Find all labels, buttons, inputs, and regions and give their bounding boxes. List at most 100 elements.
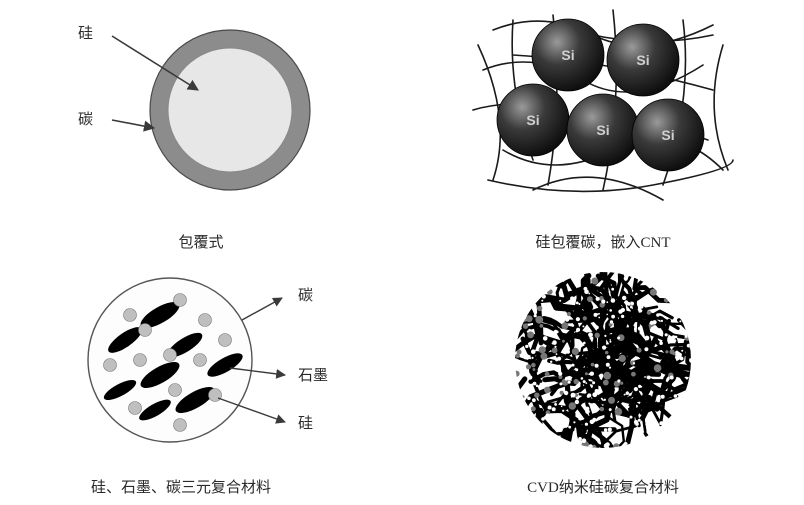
cvd-speckle	[576, 317, 580, 321]
si-sphere-label: Si	[661, 127, 674, 143]
cvd-branch	[471, 410, 541, 450]
cvd-speckle	[516, 367, 520, 371]
cvd-gray-node	[672, 352, 675, 355]
cvd-speckle	[587, 395, 590, 398]
cvd-speckle	[581, 377, 584, 380]
si-sphere-label: Si	[561, 47, 574, 63]
cvd-speckle	[525, 345, 528, 348]
cvd-speckle	[621, 315, 624, 318]
cvd-gray-node	[535, 316, 543, 324]
cvd-speckle	[630, 306, 633, 309]
cvd-branch	[480, 379, 524, 434]
cvd-speckle	[606, 314, 608, 316]
cvd-gray-node	[522, 395, 525, 398]
cvd-speckle	[558, 372, 562, 376]
cvd-speckle	[611, 288, 614, 291]
cvd-speckle	[556, 331, 559, 334]
cvd-speckle	[674, 394, 678, 398]
cvd-speckle	[619, 418, 622, 421]
cvd-speckle	[671, 335, 675, 339]
cvd-speckle	[663, 296, 665, 298]
cvd-speckle	[588, 403, 590, 405]
cvd-speckle	[687, 344, 691, 348]
cvd-speckle	[635, 422, 639, 426]
cvd-gray-node	[585, 372, 588, 375]
cvd-speckle	[617, 337, 620, 340]
cvd-speckle	[541, 417, 545, 421]
cvd-speckle	[624, 442, 628, 446]
cvd-speckle	[608, 428, 612, 432]
caption-3: 硅、石墨、碳三元复合材料	[0, 476, 382, 497]
cvd-speckle	[576, 397, 579, 400]
cvd-gray-node	[540, 324, 544, 328]
cvd-speckle	[647, 376, 651, 380]
cvd-speckle	[546, 414, 550, 418]
si-spheres: SiSiSiSiSi	[497, 19, 704, 171]
cvd-speckle	[588, 332, 593, 337]
cvd-speckle	[532, 398, 536, 402]
cvd-speckle	[528, 375, 532, 379]
cvd-gray-node	[647, 310, 651, 314]
cvd-speckle	[585, 382, 587, 384]
cvd-speckle	[634, 387, 638, 391]
cvd-speckle	[561, 406, 563, 408]
cvd-gray-node	[591, 363, 595, 367]
cvd-speckle	[640, 305, 644, 309]
cvd-speckle	[531, 357, 533, 359]
cvd-speckle	[596, 297, 600, 301]
cvd-speckle	[578, 417, 581, 420]
cvd-speckle	[544, 308, 547, 311]
cvd-gray-node	[587, 296, 593, 302]
cvd-speckle	[552, 407, 556, 411]
cvd-gray-node	[569, 402, 576, 409]
cvd-speckle	[559, 382, 562, 385]
cvd-branch	[485, 410, 535, 463]
cvd-gray-node	[532, 368, 535, 371]
cvd-gray-node	[605, 351, 608, 354]
cvd-speckle	[622, 296, 626, 300]
cvd-speckle	[652, 428, 656, 432]
cvd-gray-node	[665, 350, 668, 353]
label-graphite: 石墨	[298, 364, 328, 385]
cvd-gray-node	[613, 443, 619, 449]
cvd-speckle	[557, 315, 559, 317]
cvd-speckle	[542, 367, 544, 369]
cvd-gray-node	[527, 331, 534, 338]
cvd-speckle	[552, 340, 557, 345]
cvd-speckle	[556, 353, 558, 355]
cvd-speckle	[576, 302, 579, 305]
cvd-gray-node	[591, 278, 598, 285]
cvd-speckle	[645, 423, 647, 425]
cvd-speckle	[592, 392, 597, 397]
si-dot	[134, 354, 147, 367]
cvd-speckle	[665, 333, 668, 336]
si-dot	[174, 419, 187, 432]
cvd-gray-node	[572, 348, 579, 355]
cvd-speckle	[630, 416, 633, 419]
cvd-speckle	[573, 421, 575, 423]
cvd-gray-node	[552, 348, 558, 354]
cvd-gray-node	[664, 298, 669, 303]
cvd-speckle	[610, 320, 613, 323]
si-cnt-svg: SiSiSiSiSi	[453, 0, 753, 210]
cvd-speckle	[598, 442, 600, 444]
cvd-gray-node	[534, 393, 539, 398]
cvd-speckle	[528, 329, 531, 332]
cvd-speckle	[593, 420, 595, 422]
cvd-speckle	[585, 407, 589, 411]
cvd-speckle	[566, 350, 570, 354]
cvd-speckle	[536, 385, 539, 388]
cvd-speckle	[545, 401, 547, 403]
cvd-speckle	[596, 406, 598, 408]
cvd-gray-node	[526, 315, 533, 322]
cvd-gray-node	[603, 372, 611, 380]
cvd-gray-node	[539, 346, 546, 353]
si-dot	[124, 309, 137, 322]
cvd-speckle	[609, 341, 611, 343]
cvd-gray-node	[654, 364, 662, 372]
cvd-speckle	[659, 341, 663, 345]
cvd-gray-node	[562, 322, 569, 329]
cvd-speckle	[624, 277, 628, 281]
cvd-speckle	[533, 382, 537, 386]
cvd-speckle	[572, 364, 575, 367]
